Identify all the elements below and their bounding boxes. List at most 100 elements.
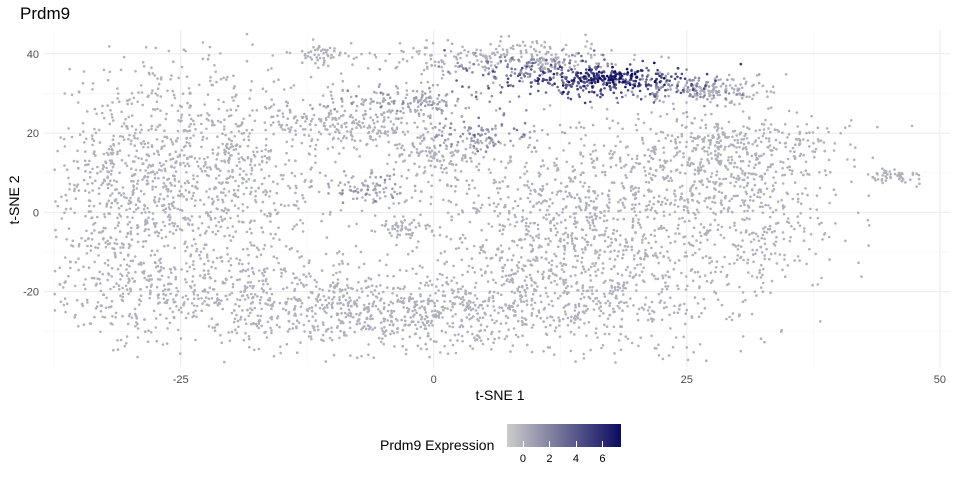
data-point: [743, 218, 746, 222]
data-point: [98, 202, 102, 205]
data-point: [545, 217, 548, 221]
data-point: [774, 138, 778, 142]
data-point: [192, 311, 195, 314]
data-point: [392, 202, 395, 205]
data-point: [272, 132, 275, 136]
data-point: [393, 143, 397, 147]
data-point: [631, 276, 635, 279]
data-point: [226, 226, 229, 230]
data-point: [688, 164, 692, 168]
data-point: [336, 302, 339, 305]
data-point: [262, 289, 266, 292]
data-point: [741, 239, 744, 242]
data-point: [546, 346, 550, 349]
data-point: [527, 225, 530, 228]
data-point: [489, 171, 492, 174]
data-point: [147, 234, 151, 237]
data-point: [516, 188, 520, 191]
data-point: [696, 143, 699, 147]
data-point: [450, 218, 453, 222]
data-point: [112, 285, 116, 289]
data-point: [622, 253, 625, 256]
data-point: [227, 137, 231, 141]
data-point: [553, 252, 556, 256]
data-point: [696, 169, 700, 173]
data-point: [93, 127, 96, 131]
data-point: [192, 293, 196, 296]
data-point: [660, 203, 663, 206]
data-point: [307, 335, 311, 338]
data-point: [140, 91, 144, 94]
data-point: [391, 224, 395, 228]
data-point: [543, 306, 547, 310]
data-point: [166, 215, 170, 218]
data-point: [468, 344, 472, 348]
data-point: [364, 179, 367, 183]
data-point: [156, 77, 159, 80]
data-point: [322, 51, 326, 55]
data-point: [585, 215, 588, 219]
data-point: [399, 300, 402, 303]
data-point: [719, 162, 723, 165]
data-point: [477, 168, 481, 172]
data-point: [228, 157, 231, 161]
data-point: [157, 231, 161, 235]
data-point: [151, 188, 154, 191]
data-point: [716, 146, 719, 149]
data-point: [644, 296, 648, 299]
data-point: [268, 214, 272, 218]
data-point: [443, 250, 447, 253]
data-point: [255, 146, 258, 149]
data-point: [249, 88, 252, 92]
data-point: [674, 232, 677, 235]
data-point: [121, 274, 124, 278]
data-point: [783, 142, 787, 145]
data-point: [372, 128, 375, 132]
data-point: [597, 307, 601, 310]
data-point: [702, 225, 706, 229]
data-point: [422, 299, 425, 303]
data-point: [130, 179, 133, 183]
data-point: [171, 142, 175, 146]
data-point: [567, 302, 571, 306]
data-point: [414, 323, 417, 327]
data-point: [800, 171, 803, 174]
data-point: [662, 146, 665, 149]
data-point: [170, 165, 173, 169]
data-point: [113, 253, 117, 257]
data-point: [816, 126, 820, 129]
data-point: [761, 134, 765, 138]
data-point: [692, 147, 696, 150]
data-point: [430, 137, 434, 140]
data-point: [209, 76, 212, 79]
data-point: [409, 316, 412, 319]
data-point: [707, 146, 711, 149]
data-point: [403, 315, 407, 319]
data-point: [156, 87, 160, 90]
data-point: [571, 265, 575, 269]
data-point: [241, 203, 244, 206]
data-point: [428, 224, 431, 228]
data-point: [583, 238, 587, 241]
data-point: [713, 194, 716, 198]
data-point: [443, 124, 447, 127]
data-point: [375, 285, 378, 288]
data-point: [814, 252, 817, 256]
data-point: [368, 327, 371, 331]
data-point: [725, 275, 728, 278]
data-point: [717, 141, 721, 144]
data-point: [488, 296, 491, 300]
data-point: [327, 296, 331, 299]
data-point: [591, 150, 595, 153]
data-point: [315, 280, 319, 284]
data-point: [355, 356, 359, 360]
data-point: [575, 282, 578, 285]
data-point: [175, 286, 178, 290]
data-point: [168, 208, 172, 211]
data-point: [601, 164, 605, 167]
data-point: [234, 122, 238, 126]
data-point: [708, 261, 711, 265]
data-point: [323, 310, 327, 313]
data-point: [598, 216, 602, 220]
data-point: [514, 333, 518, 337]
